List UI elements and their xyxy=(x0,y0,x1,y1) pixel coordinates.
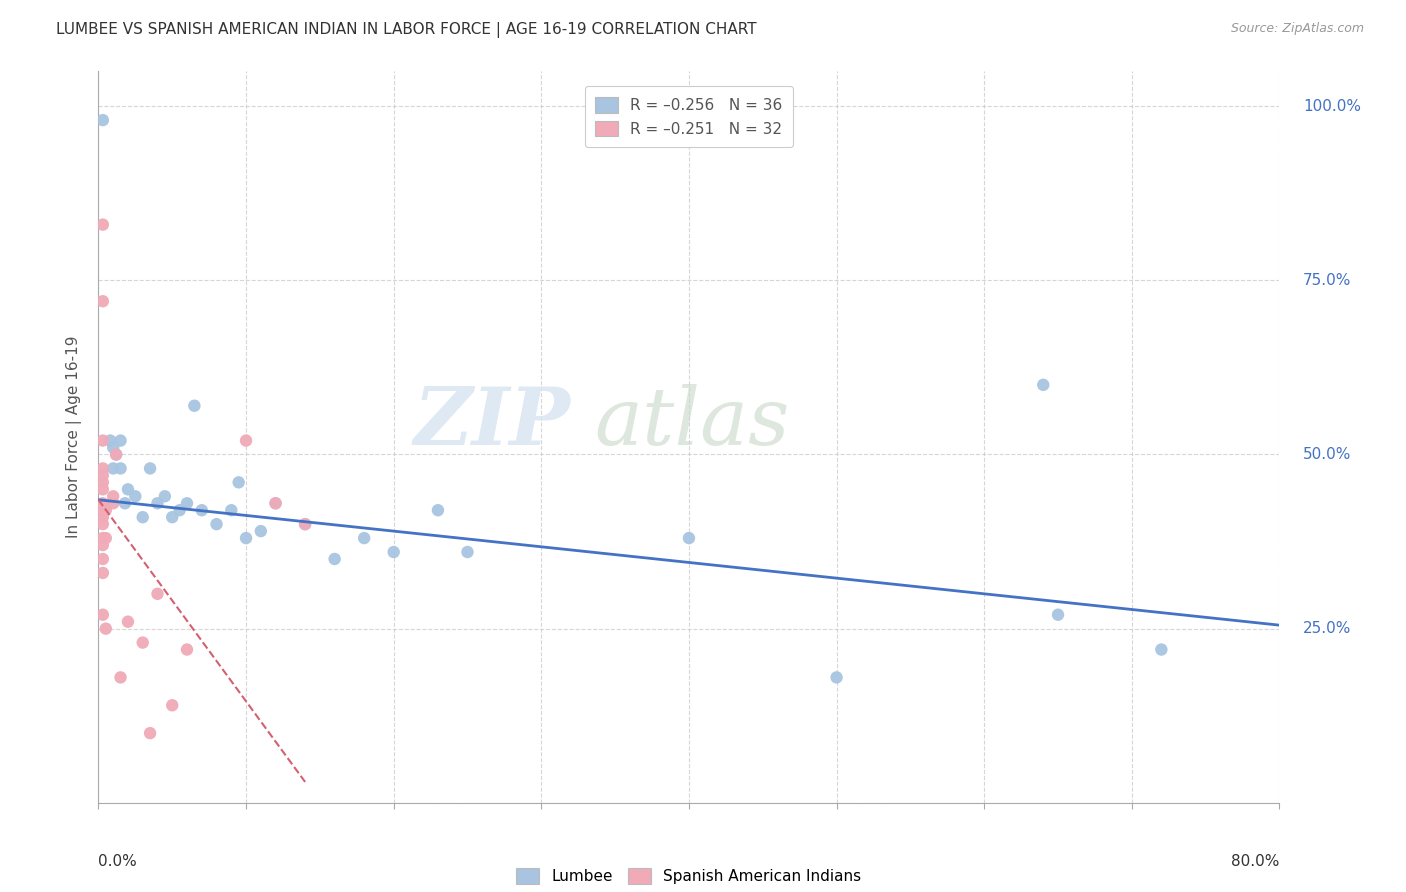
Point xyxy=(264,496,287,510)
Point xyxy=(91,552,114,566)
Point xyxy=(169,503,191,517)
Point xyxy=(91,475,114,490)
Text: 80.0%: 80.0% xyxy=(1232,854,1279,869)
Text: ZIP: ZIP xyxy=(413,384,571,461)
Point xyxy=(183,399,205,413)
Point xyxy=(176,642,198,657)
Text: LUMBEE VS SPANISH AMERICAN INDIAN IN LABOR FORCE | AGE 16-19 CORRELATION CHART: LUMBEE VS SPANISH AMERICAN INDIAN IN LAB… xyxy=(56,22,756,38)
Point xyxy=(294,517,316,532)
Point xyxy=(132,635,155,649)
Point xyxy=(91,294,114,309)
Point xyxy=(105,448,128,462)
Point xyxy=(139,461,162,475)
Point xyxy=(91,483,114,497)
Point xyxy=(250,524,273,538)
Point xyxy=(162,698,183,713)
Point xyxy=(353,531,375,545)
Point xyxy=(264,496,287,510)
Point xyxy=(146,496,169,510)
Point xyxy=(1150,642,1173,657)
Point xyxy=(103,441,125,455)
Point xyxy=(91,517,114,532)
Point xyxy=(91,503,114,517)
Point xyxy=(94,531,117,545)
Point xyxy=(678,531,700,545)
Point xyxy=(103,461,125,475)
Point xyxy=(205,517,228,532)
Point xyxy=(146,587,169,601)
Text: 100.0%: 100.0% xyxy=(1303,99,1361,113)
Point xyxy=(110,434,132,448)
Point xyxy=(117,615,139,629)
Text: Source: ZipAtlas.com: Source: ZipAtlas.com xyxy=(1230,22,1364,36)
Point xyxy=(98,434,121,448)
Text: 25.0%: 25.0% xyxy=(1303,621,1351,636)
Point xyxy=(124,489,146,503)
Point xyxy=(91,510,114,524)
Point xyxy=(456,545,478,559)
Point xyxy=(235,531,257,545)
Point xyxy=(176,496,198,510)
Point xyxy=(139,726,162,740)
Point xyxy=(103,496,125,510)
Point xyxy=(91,496,114,510)
Point xyxy=(117,483,139,497)
Point xyxy=(91,434,114,448)
Point xyxy=(132,510,155,524)
Point xyxy=(235,434,257,448)
Point xyxy=(114,496,136,510)
Point xyxy=(294,517,316,532)
Y-axis label: In Labor Force | Age 16-19: In Labor Force | Age 16-19 xyxy=(66,335,83,539)
Point xyxy=(91,461,114,475)
Point xyxy=(219,503,242,517)
Point xyxy=(228,475,250,490)
Point xyxy=(103,489,125,503)
Point xyxy=(110,461,132,475)
Point xyxy=(91,468,114,483)
Text: 50.0%: 50.0% xyxy=(1303,447,1351,462)
Point xyxy=(323,552,346,566)
Point xyxy=(91,531,114,545)
Point xyxy=(427,503,450,517)
Point xyxy=(91,218,114,232)
Point xyxy=(153,489,176,503)
Point xyxy=(91,113,114,128)
Point xyxy=(1046,607,1069,622)
Point xyxy=(91,566,114,580)
Point xyxy=(382,545,405,559)
Point xyxy=(191,503,214,517)
Point xyxy=(162,510,183,524)
Text: 0.0%: 0.0% xyxy=(98,854,138,869)
Legend: Lumbee, Spanish American Indians: Lumbee, Spanish American Indians xyxy=(510,862,868,890)
Point xyxy=(91,538,114,552)
Point xyxy=(825,670,848,684)
Text: 75.0%: 75.0% xyxy=(1303,273,1351,288)
Point xyxy=(105,448,128,462)
Point xyxy=(94,622,117,636)
Point xyxy=(94,503,117,517)
Point xyxy=(110,670,132,684)
Point xyxy=(91,607,114,622)
Point xyxy=(1032,377,1054,392)
Text: atlas: atlas xyxy=(595,384,790,461)
